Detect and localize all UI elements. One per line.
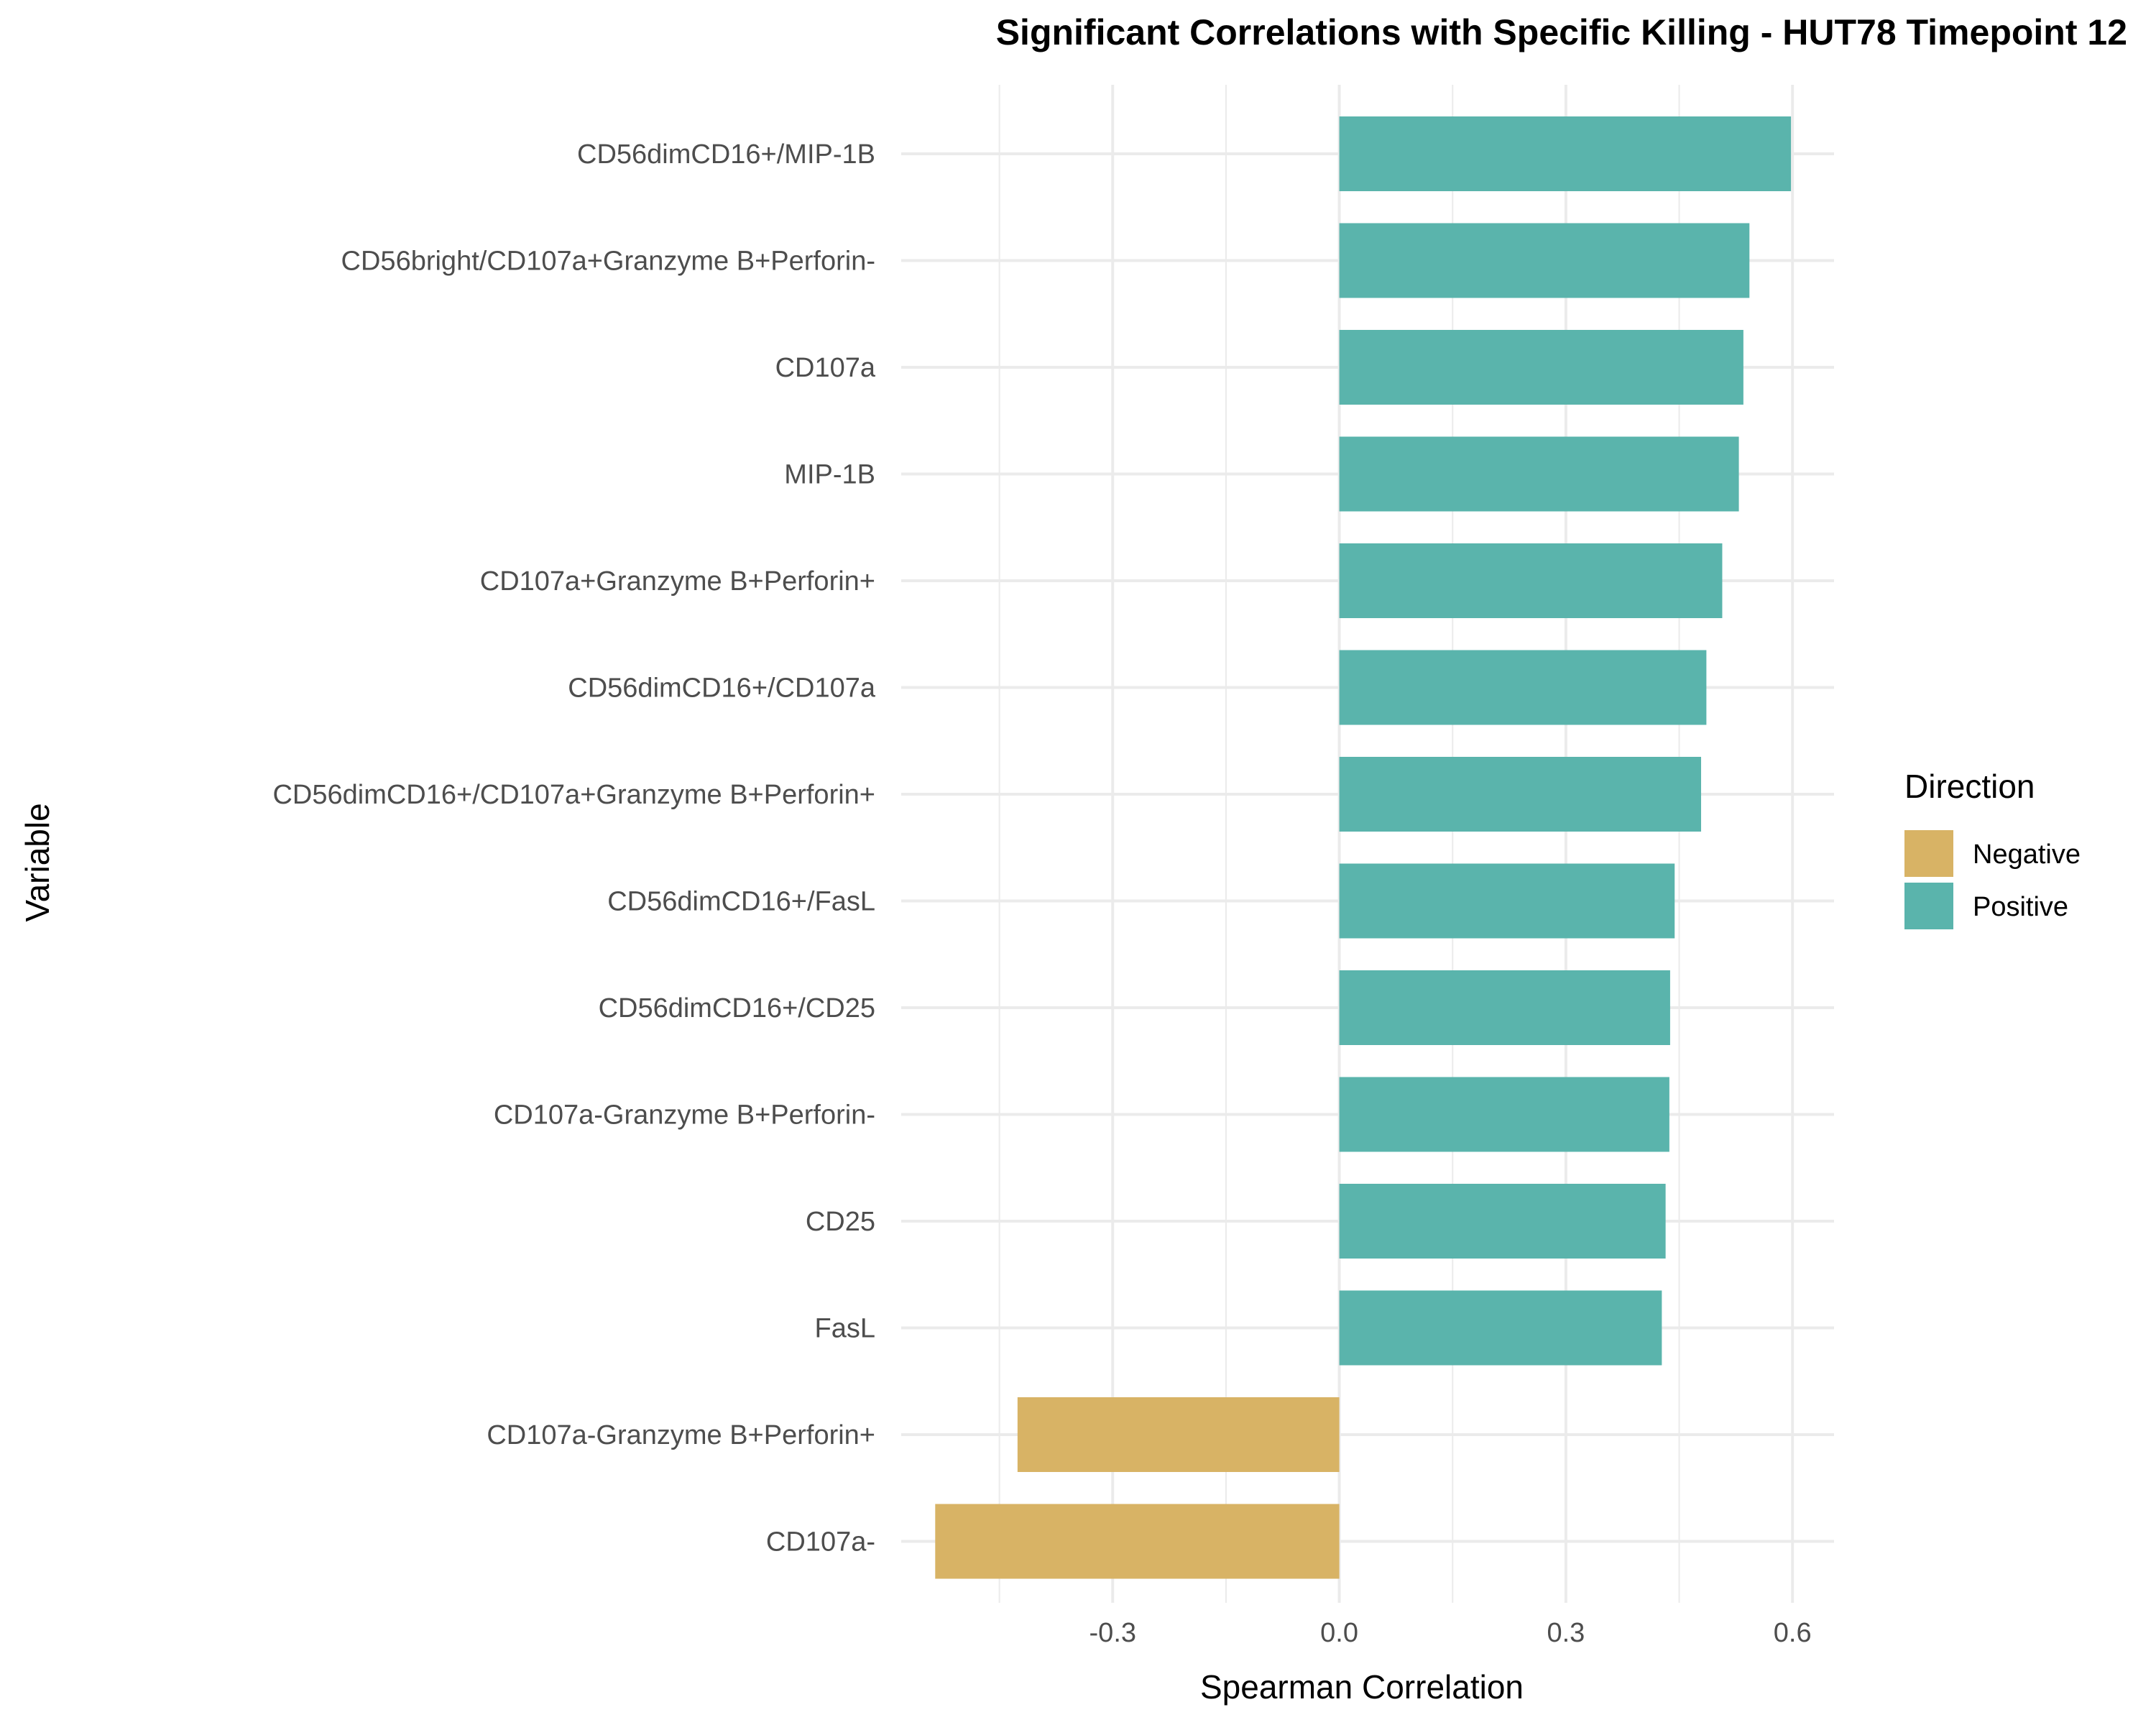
category-label: FasL: [815, 1314, 875, 1344]
bar-cd107a-granzyme-b-perforin: [1339, 1077, 1669, 1152]
y-axis-title: Variable: [19, 803, 56, 921]
category-label: CD56bright/CD107a+Granzyme B+Perforin-: [341, 247, 875, 277]
bar-fasl: [1339, 1290, 1662, 1366]
legend-label-positive: Positive: [1973, 892, 2068, 922]
legend-title: Direction: [1904, 768, 2035, 805]
category-label: CD56dimCD16+/CD25: [599, 993, 875, 1024]
bar-cd107a-granzyme-b-perforin: [1339, 543, 1723, 618]
category-label: CD107a+Granzyme B+Perforin+: [480, 566, 875, 597]
bar-cd56dimcd16-cd107a-granzyme-b-perforin: [1339, 757, 1702, 832]
bar-cd56dimcd16-mip-1b: [1339, 116, 1792, 191]
bar-cd56bright-cd107a-granzyme-b-perforin: [1339, 223, 1750, 298]
category-label: CD107a-: [766, 1527, 875, 1558]
legend-key-negative: [1904, 830, 1953, 877]
legend-key-positive: [1904, 883, 1953, 929]
category-labels: CD56dimCD16+/MIP-1B CD56bright/CD107a+Gra…: [272, 139, 875, 1558]
category-label: CD56dimCD16+/FasL: [607, 887, 875, 917]
bar-cd56dimcd16-cd25: [1339, 970, 1670, 1045]
x-tick-label: -0.3: [1089, 1618, 1136, 1648]
category-label: CD56dimCD16+/CD107a+Granzyme B+Perforin+: [272, 780, 875, 810]
bar-cd107a: [1339, 330, 1743, 405]
x-tick-label: 0.0: [1320, 1618, 1358, 1648]
x-tick-labels: -0.3 0.0 0.3 0.6: [1089, 1618, 1812, 1648]
bar-cd56dimcd16-fasl: [1339, 863, 1675, 939]
bars: [935, 116, 1792, 1579]
category-label: MIP-1B: [784, 460, 875, 490]
category-label: CD107a: [775, 353, 876, 383]
bar-cd107a: [935, 1504, 1340, 1579]
category-label: CD56dimCD16+/MIP-1B: [577, 139, 875, 170]
x-tick-label: 0.3: [1547, 1618, 1585, 1648]
chart-title: Significant Correlations with Specific K…: [996, 12, 2127, 52]
legend-label-negative: Negative: [1973, 840, 2081, 870]
category-label: CD107a-Granzyme B+Perforin+: [487, 1420, 875, 1450]
legend: Direction Negative Positive: [1904, 768, 2081, 929]
category-label: CD56dimCD16+/CD107a: [568, 673, 876, 704]
bar-mip-1b: [1339, 436, 1739, 512]
bar-cd107a-granzyme-b-perforin: [1017, 1397, 1340, 1472]
x-axis-title: Spearman Correlation: [1200, 1668, 1524, 1706]
bar-cd56dimcd16-cd107a: [1339, 650, 1707, 725]
bar-cd25: [1339, 1184, 1666, 1259]
x-tick-label: 0.6: [1774, 1618, 1812, 1648]
category-label: CD107a-Granzyme B+Perforin-: [494, 1100, 875, 1131]
category-label: CD25: [806, 1207, 875, 1237]
